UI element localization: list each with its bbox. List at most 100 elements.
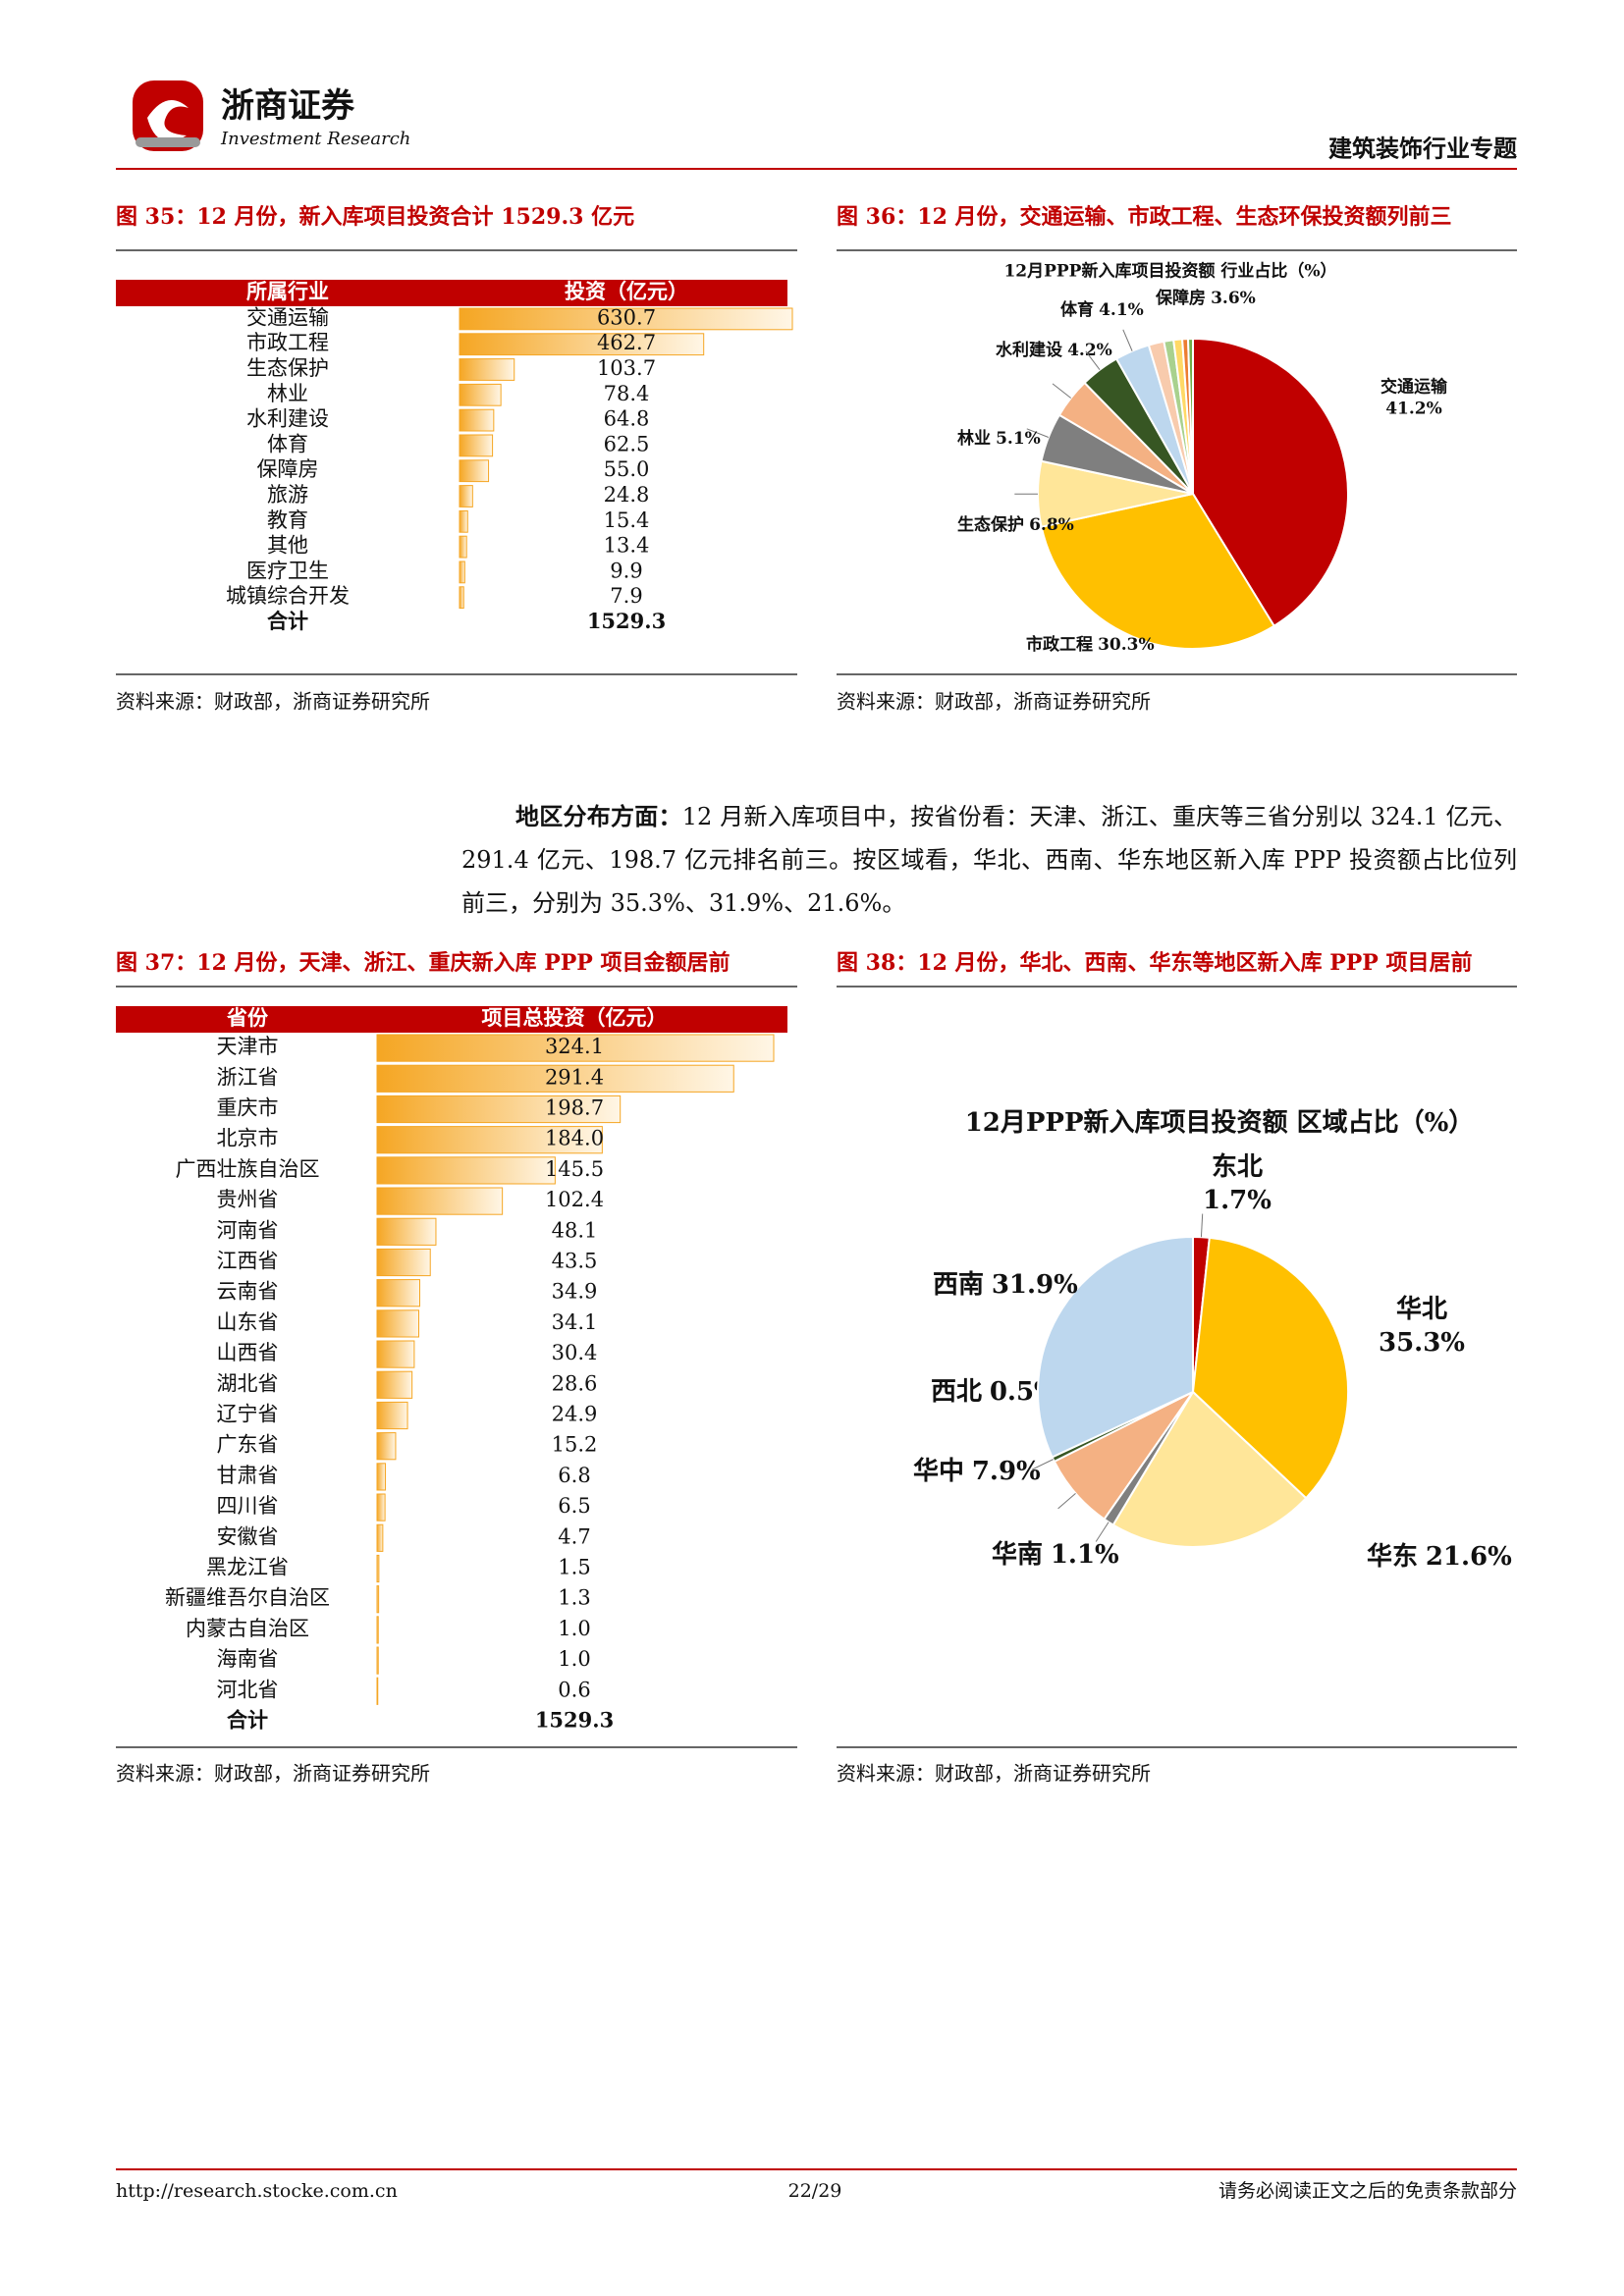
slice-label: 生态保护 6.8%	[957, 514, 1074, 535]
data-bar	[376, 1432, 397, 1461]
leader-line	[1057, 1492, 1076, 1510]
row-label: 医疗卫生	[246, 559, 329, 582]
data-bar	[376, 1034, 775, 1062]
slice-value: 1.7%	[1203, 1186, 1272, 1215]
value-label: 34.1	[552, 1310, 598, 1334]
figure-title: 图 37：12 月份，天津、浙江、重庆新入库 PPP 项目金额居前	[116, 950, 731, 976]
data-bar	[376, 1248, 431, 1277]
value-label: 6.5	[558, 1494, 590, 1518]
value-label: 62.5	[604, 432, 650, 455]
row-label: 安徽省	[217, 1524, 279, 1548]
source: 资料来源：财政部，浙商证券研究所	[116, 690, 430, 714]
source: 资料来源：财政部，浙商证券研究所	[837, 1762, 1151, 1786]
column-header: 所属行业	[246, 279, 329, 303]
pie-slice	[1186, 337, 1194, 495]
logo	[133, 80, 203, 151]
slice-name: 华南	[992, 1539, 1043, 1570]
slice-value: 41.2%	[1385, 400, 1442, 419]
row-label: 市政工程	[246, 331, 329, 354]
slice-value: 7.9%	[972, 1457, 1041, 1486]
value-label: 30.4	[552, 1341, 598, 1364]
pie-title: 12月PPP新入库项目投资额 行业占比（%）	[1003, 261, 1336, 282]
data-bar	[459, 358, 515, 381]
row-label: 浙江省	[217, 1065, 279, 1089]
data-bar	[376, 1064, 734, 1093]
data-bar	[376, 1126, 603, 1154]
data-bar	[459, 383, 502, 406]
column-header: 省份	[226, 1005, 269, 1030]
data-bar	[459, 561, 465, 584]
slice-label: 市政工程 30.3%	[1026, 634, 1155, 655]
row-label: 水利建设	[246, 407, 329, 431]
data-bar	[376, 1156, 556, 1185]
pie-slice	[1192, 337, 1349, 628]
data-bar	[459, 485, 473, 507]
slice-value: 5.1%	[996, 429, 1041, 449]
value-label: 24.8	[604, 483, 650, 507]
table-header	[116, 1006, 787, 1033]
row-label: 城镇综合开发	[226, 584, 350, 608]
data-bar	[376, 1463, 386, 1491]
row-label: 重庆市	[217, 1096, 279, 1120]
data-bar	[376, 1523, 384, 1552]
data-bar	[459, 307, 793, 331]
data-bar	[376, 1279, 421, 1308]
total-label: 合计	[227, 1708, 268, 1733]
data-bar	[459, 586, 464, 610]
data-bar	[459, 535, 467, 559]
total-value: 1529.3	[587, 609, 666, 633]
row-label: 黑龙江省	[206, 1556, 289, 1579]
value-label: 43.5	[552, 1250, 598, 1273]
slice-name: 华北	[1396, 1294, 1447, 1324]
row-label: 海南省	[217, 1647, 279, 1671]
data-bar	[376, 1309, 420, 1338]
slice-value: 4.1%	[1099, 300, 1144, 320]
value-label: 15.4	[604, 508, 650, 532]
source: 资料来源：财政部，浙商证券研究所	[116, 1762, 430, 1786]
page-number: 22/29	[788, 2180, 842, 2202]
pie-slice	[1037, 1235, 1194, 1459]
figure-title: 图 35：12 月份，新入库项目投资合计 1529.3 亿元	[116, 204, 634, 230]
value-label: 9.9	[610, 559, 642, 582]
row-label: 云南省	[217, 1280, 279, 1304]
slice-name: 华东	[1367, 1541, 1418, 1572]
slice-name: 水利建设	[996, 340, 1062, 360]
value-label: 24.9	[552, 1403, 598, 1426]
value-label: 102.4	[545, 1188, 604, 1211]
company-name: 浙商证券	[221, 86, 355, 126]
value-label: 324.1	[545, 1035, 604, 1058]
slice-name: 西南	[933, 1270, 984, 1300]
value-label: 184.0	[545, 1127, 604, 1150]
slice-value: 30.3%	[1098, 635, 1155, 655]
value-label: 0.6	[558, 1678, 590, 1701]
slice-name: 保障房	[1155, 288, 1206, 308]
row-label: 天津市	[217, 1035, 279, 1058]
slice-label: 保障房 3.6%	[1155, 288, 1256, 308]
row-label: 内蒙古自治区	[186, 1617, 309, 1640]
value-label: 291.4	[545, 1065, 604, 1089]
pie-slice	[1111, 1390, 1308, 1548]
value-label: 48.1	[552, 1218, 598, 1242]
row-label: 其他	[267, 534, 308, 558]
paragraph-text: 12 月新入库项目中，按省份看：天津、浙江、重庆等三省分别以 324.1 亿元、…	[461, 803, 1518, 917]
disclaimer: 请务必阅读正文之后的免责条款部分	[1218, 2180, 1517, 2202]
value-label: 7.9	[610, 584, 642, 608]
leader-line	[1032, 1459, 1054, 1470]
figure-title: 图 38：12 月份，华北、西南、华东等地区新入库 PPP 项目居前	[837, 950, 1473, 976]
slice-label: 水利建设 4.2%	[996, 340, 1112, 360]
row-label: 北京市	[217, 1127, 279, 1150]
data-bar	[376, 1217, 437, 1246]
data-bar	[376, 1493, 386, 1522]
value-label: 198.7	[545, 1096, 604, 1120]
pie-slice	[1191, 1236, 1349, 1500]
slice-name: 体育	[1060, 299, 1094, 320]
leader-line	[1085, 350, 1101, 371]
data-bar	[376, 1340, 415, 1368]
value-label: 103.7	[597, 356, 656, 380]
slice-value: 3.6%	[1211, 289, 1256, 308]
company-en: Investment Research	[220, 129, 410, 149]
data-bar	[376, 1646, 379, 1675]
slice-name: 西北	[931, 1377, 982, 1407]
row-label: 林业	[267, 382, 308, 405]
